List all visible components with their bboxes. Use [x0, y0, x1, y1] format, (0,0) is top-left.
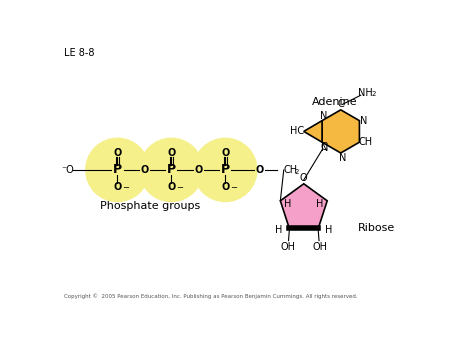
Text: LE 8-8: LE 8-8 — [63, 48, 94, 58]
Text: P: P — [113, 163, 122, 176]
Text: 2: 2 — [372, 92, 376, 97]
Text: HC: HC — [290, 126, 304, 137]
Text: Copyright ©  2005 Pearson Education, Inc. Publishing as Pearson Benjamin Cumming: Copyright © 2005 Pearson Education, Inc.… — [63, 293, 357, 299]
Text: −: − — [176, 183, 183, 192]
Text: N: N — [320, 111, 327, 121]
Text: O: O — [113, 148, 122, 158]
Text: ⁻O: ⁻O — [61, 165, 74, 175]
Circle shape — [85, 138, 150, 202]
Text: CH: CH — [359, 137, 373, 147]
Text: H: H — [275, 225, 282, 235]
Text: O: O — [221, 182, 230, 192]
Text: CH: CH — [284, 165, 298, 175]
Text: O: O — [256, 165, 264, 175]
Polygon shape — [280, 184, 327, 228]
Circle shape — [139, 138, 204, 202]
Text: OH: OH — [312, 242, 327, 252]
Text: H: H — [316, 199, 323, 209]
Polygon shape — [304, 121, 322, 142]
Text: C: C — [338, 99, 344, 110]
Text: P: P — [220, 163, 230, 176]
Text: −: − — [122, 183, 129, 192]
Text: N: N — [338, 153, 346, 163]
Text: Adenine: Adenine — [311, 97, 357, 107]
Text: Phosphate groups: Phosphate groups — [99, 201, 200, 211]
Text: 2: 2 — [295, 169, 299, 175]
Text: O: O — [167, 148, 176, 158]
Text: H: H — [284, 199, 292, 209]
Text: Ribose: Ribose — [358, 223, 396, 233]
Text: O: O — [140, 165, 148, 175]
Text: P: P — [167, 163, 176, 176]
Text: OH: OH — [280, 242, 295, 252]
Text: N: N — [321, 143, 329, 153]
Text: O: O — [167, 182, 176, 192]
Text: N: N — [360, 116, 368, 126]
Polygon shape — [322, 110, 360, 153]
Text: H: H — [325, 225, 333, 235]
Text: −: − — [230, 183, 237, 192]
Text: O: O — [194, 165, 202, 175]
Text: NH: NH — [358, 88, 373, 98]
Text: C: C — [320, 142, 327, 152]
Text: O: O — [300, 173, 308, 183]
Text: O: O — [113, 182, 122, 192]
Circle shape — [193, 138, 257, 202]
Text: O: O — [221, 148, 230, 158]
